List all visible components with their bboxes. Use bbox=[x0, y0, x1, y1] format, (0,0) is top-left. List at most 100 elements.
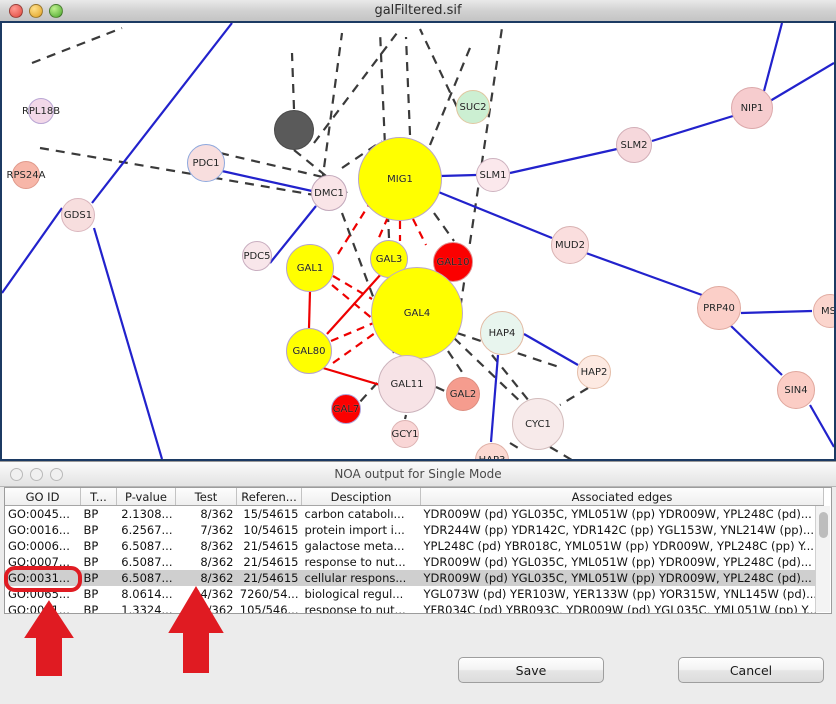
main-window-titlebar: galFiltered.sif bbox=[0, 0, 836, 22]
network-node-gal4[interactable]: GAL4 bbox=[371, 267, 463, 359]
network-node-label: GAL80 bbox=[292, 345, 326, 357]
network-node-label: GAL11 bbox=[390, 378, 424, 390]
network-node-hap2[interactable]: HAP2 bbox=[577, 355, 611, 389]
cell-go-id: GO:0031... bbox=[8, 603, 70, 614]
cell-test: 8/362 bbox=[200, 555, 234, 569]
table-row[interactable]: GO:0031... BP 1.3324... 11/362 105/546... res… bbox=[5, 602, 824, 614]
cell-p-value: 6.5087... bbox=[116, 570, 176, 586]
column-header-type[interactable]: T... bbox=[80, 488, 117, 506]
dialog-close-button-icon[interactable] bbox=[10, 467, 23, 481]
dialog-zoom-button-icon[interactable] bbox=[50, 467, 63, 481]
network-node-label: SUC2 bbox=[459, 101, 487, 113]
table-row[interactable]: GO:0006... BP 6.5087... 8/362 21/54615 galact… bbox=[5, 538, 824, 554]
network-node-mig1[interactable]: MIG1 bbox=[358, 137, 442, 221]
dialog-minimize-button-icon[interactable] bbox=[30, 467, 43, 481]
dialog-titlebar: NOA output for Single Mode bbox=[0, 462, 836, 487]
network-node-mud2[interactable]: MUD2 bbox=[551, 226, 589, 264]
column-header-description[interactable]: Desciption bbox=[301, 488, 421, 506]
network-node-suc2[interactable]: SUC2 bbox=[456, 90, 490, 124]
network-node-nip1[interactable]: NIP1 bbox=[731, 87, 773, 129]
cell-go-id: GO:0016... bbox=[8, 523, 70, 537]
network-node-label: GAL10 bbox=[436, 256, 470, 268]
network-node-label: GDS1 bbox=[63, 209, 93, 221]
save-button[interactable]: Save bbox=[458, 657, 604, 683]
network-node-label: PRP40 bbox=[703, 302, 735, 314]
results-table-body[interactable]: GO:0045... BP 2.1308... 8/362 15/54615 carbon… bbox=[5, 506, 824, 614]
close-button-icon[interactable] bbox=[9, 3, 23, 18]
network-node-label: NIP1 bbox=[740, 102, 764, 114]
cancel-button[interactable]: Cancel bbox=[678, 657, 824, 683]
table-scrollbar-thumb[interactable] bbox=[819, 512, 828, 538]
network-canvas-panel[interactable]: RPL18B RPS24A GDS1 PDC1 DMC1 MIG1 SUC2 SLM1 SLM2… bbox=[0, 21, 836, 461]
table-row[interactable]: GO:0016... BP 6.2567... 7/362 10/54615 protei… bbox=[5, 522, 824, 538]
network-node-label: SIN4 bbox=[784, 384, 808, 396]
dialog-title: NOA output for Single Mode bbox=[334, 467, 502, 481]
results-table[interactable]: GO ID T... P-value Test Referen... Desci… bbox=[5, 488, 824, 614]
table-vertical-scrollbar[interactable] bbox=[815, 506, 830, 612]
cell-p-value: 2.1308... bbox=[121, 507, 173, 521]
table-row[interactable]: GO:0045... BP 2.1308... 8/362 15/54615 carbon… bbox=[5, 506, 824, 523]
network-node-gal1[interactable]: GAL1 bbox=[286, 244, 334, 292]
annotation-arrow-test bbox=[168, 586, 224, 673]
network-node-label: MUD2 bbox=[554, 239, 585, 251]
cell-type: BP bbox=[80, 570, 117, 586]
cell-p-value: 8.0614... bbox=[121, 587, 173, 601]
cell-description: cellular respons... bbox=[301, 570, 421, 586]
network-node-label: HAP3 bbox=[479, 455, 506, 460]
minimize-button-icon[interactable] bbox=[29, 3, 43, 18]
table-row[interactable]: GO:0031... BP 6.5087... 8/362 21/54615 cellul… bbox=[5, 570, 824, 586]
cell-p-value: 6.5087... bbox=[121, 555, 173, 569]
cell-associated-edges: YFR034C (pd) YBR093C, YDR009W (pd) YGL03… bbox=[423, 603, 818, 614]
network-node-gcy1[interactable]: GCY1 bbox=[391, 420, 419, 448]
cell-associated-edges: YDR009W (pd) YGL035C, YML051W (pp) YDR00… bbox=[423, 507, 812, 521]
network-node-unlabeled[interactable] bbox=[274, 110, 314, 150]
cell-reference: 21/54615 bbox=[243, 555, 299, 569]
cell-type: BP bbox=[83, 555, 99, 569]
zoom-button-icon[interactable] bbox=[49, 3, 63, 18]
column-header-test[interactable]: Test bbox=[175, 488, 237, 506]
network-node-cyc1[interactable]: CYC1 bbox=[512, 398, 564, 450]
network-canvas[interactable]: RPL18B RPS24A GDS1 PDC1 DMC1 MIG1 SUC2 SLM1 SLM2… bbox=[2, 23, 834, 459]
cell-associated-edges: YDR009W (pd) YGL035C, YML051W (pp) YDR00… bbox=[420, 570, 824, 586]
cell-description: response to nut... bbox=[304, 555, 406, 569]
network-node-gal80[interactable]: GAL80 bbox=[286, 328, 332, 374]
cell-go-id: GO:0007... bbox=[8, 555, 70, 569]
cell-reference: 105/546... bbox=[239, 603, 299, 614]
cell-type: BP bbox=[83, 587, 99, 601]
network-node-label: GAL7 bbox=[332, 403, 360, 415]
network-node-label: MIG1 bbox=[387, 173, 413, 185]
column-header-p-value[interactable]: P-value bbox=[116, 488, 176, 506]
network-node-dmc1[interactable]: DMC1 bbox=[311, 175, 347, 211]
dialog-button-row: Save Cancel bbox=[0, 657, 836, 687]
network-node-rpl18b[interactable]: RPL18B bbox=[22, 98, 60, 124]
cell-reference: 21/54615 bbox=[236, 570, 302, 586]
network-node-label: SLM2 bbox=[620, 139, 648, 151]
cell-p-value: 1.3324... bbox=[121, 603, 173, 614]
network-node-pdc5[interactable]: PDC5 bbox=[242, 241, 272, 271]
network-node-gal11[interactable]: GAL11 bbox=[378, 355, 436, 413]
results-table-container[interactable]: GO ID T... P-value Test Referen... Desci… bbox=[4, 487, 832, 614]
network-node-gal2[interactable]: GAL2 bbox=[446, 377, 480, 411]
network-node-rps24a[interactable]: RPS24A bbox=[7, 161, 45, 189]
network-node-pdc1[interactable]: PDC1 bbox=[187, 144, 225, 182]
column-header-go-id[interactable]: GO ID bbox=[5, 488, 81, 506]
network-node-prp40[interactable]: PRP40 bbox=[697, 286, 741, 330]
network-node-sin4[interactable]: SIN4 bbox=[777, 371, 815, 409]
cell-test: 8/362 bbox=[200, 539, 234, 553]
cell-type: BP bbox=[83, 603, 99, 614]
network-node-hap4[interactable]: HAP4 bbox=[480, 311, 524, 355]
network-node-label: HAP4 bbox=[488, 327, 516, 339]
column-header-associated-edges[interactable]: Associated edges bbox=[420, 488, 824, 506]
network-node-slm1[interactable]: SLM1 bbox=[476, 158, 510, 192]
network-node-gds1[interactable]: GDS1 bbox=[61, 198, 95, 232]
cell-description: protein import i... bbox=[304, 523, 405, 537]
network-node-slm2[interactable]: SLM2 bbox=[616, 127, 652, 163]
cell-description: response to nut... bbox=[304, 603, 406, 614]
column-header-reference[interactable]: Referen... bbox=[236, 488, 302, 506]
cell-reference: 10/54615 bbox=[243, 523, 299, 537]
network-node-label: SLM1 bbox=[479, 169, 507, 181]
cell-test: 11/362 bbox=[193, 603, 234, 614]
network-node-gal7[interactable]: GAL7 bbox=[331, 394, 361, 424]
cell-test: 8/362 bbox=[200, 507, 234, 521]
table-row[interactable]: GO:0007... BP 6.5087... 8/362 21/54615 respon… bbox=[5, 554, 824, 570]
